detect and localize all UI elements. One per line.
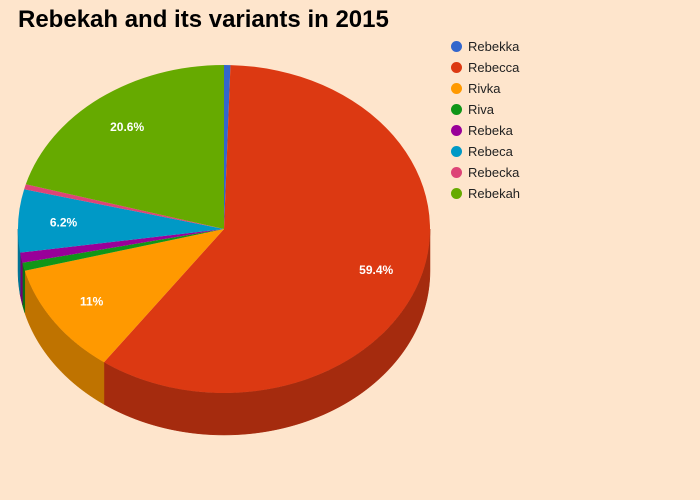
pie-slice-rebecka[interactable]	[24, 184, 225, 229]
data-label-rebekah: 20.6%	[110, 120, 144, 134]
legend-swatch	[451, 62, 462, 73]
legend-label: Rebecka	[468, 165, 520, 180]
legend-swatch	[451, 104, 462, 115]
pie-data-labels: 59.4% 11% 6.2% 20.6%	[50, 120, 394, 309]
legend: Rebekka Rebecca Rivka Riva Rebeka Rebeca Rebec…	[451, 36, 520, 204]
pie-slice-rebeca[interactable]	[17, 189, 225, 253]
pie-slice-riva[interactable]	[22, 229, 224, 271]
legend-label: Rebeca	[468, 144, 513, 159]
legend-swatch	[451, 188, 462, 199]
legend-swatch	[451, 41, 462, 52]
legend-label: Rivka	[468, 81, 501, 96]
legend-item-rivka[interactable]: Rivka	[451, 78, 520, 99]
legend-label: Rebeka	[468, 123, 513, 138]
pie-slice-rivka[interactable]	[24, 229, 224, 363]
legend-item-rebekah[interactable]: Rebekah	[451, 183, 520, 204]
pie-side-rebeca	[17, 228, 21, 295]
legend-swatch	[451, 83, 462, 94]
pie-slice-rebekka[interactable]	[224, 65, 231, 229]
chart-title: Rebekah and its variants in 2015	[18, 6, 389, 33]
legend-label: Rebecca	[468, 60, 520, 75]
legend-item-rebecka[interactable]: Rebecka	[451, 162, 520, 183]
legend-swatch	[451, 167, 462, 178]
pie-slice-rebekah[interactable]	[25, 65, 224, 229]
legend-item-rebecca[interactable]: Rebecca	[451, 57, 520, 78]
legend-label: Riva	[468, 102, 495, 117]
legend-label: Rebekah	[468, 186, 521, 201]
pie-slice-rebeka[interactable]	[20, 229, 225, 263]
pie-slices	[17, 65, 431, 393]
legend-swatch	[451, 146, 462, 157]
legend-item-rebeca[interactable]: Rebeca	[451, 141, 520, 162]
data-label-rivka: 11%	[80, 295, 104, 309]
pie-slice-rebecca[interactable]	[103, 65, 431, 393]
legend-label: Rebekka	[468, 39, 520, 54]
pie-side-riva	[22, 262, 26, 313]
legend-swatch	[451, 125, 462, 136]
data-label-rebeca: 6.2%	[50, 216, 78, 230]
data-label-rebecca: 59.4%	[359, 263, 393, 277]
legend-item-rebeka[interactable]: Rebeka	[451, 120, 520, 141]
legend-item-rebekka[interactable]: Rebekka	[451, 36, 520, 57]
legend-item-riva[interactable]: Riva	[451, 99, 520, 120]
